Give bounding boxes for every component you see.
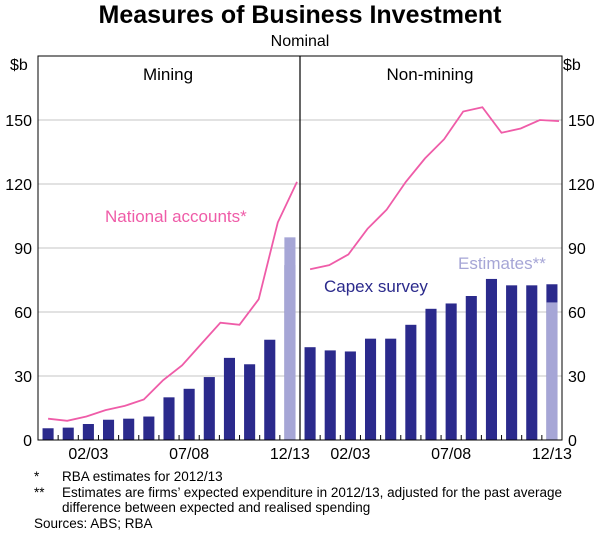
capex-bar: [244, 364, 256, 440]
y-tick-label-left: 90: [14, 241, 32, 258]
capex-bar: [264, 339, 276, 440]
chart-subtitle: Nominal: [271, 33, 330, 50]
estimates-label: Estimates**: [458, 254, 546, 273]
chart-title: Measures of Business Investment: [99, 1, 503, 29]
x-tick-label: 02/03: [68, 446, 108, 463]
capex-bar: [102, 419, 115, 440]
estimate-bar: [546, 302, 558, 440]
note-text: Estimates are firms’ expected expenditur…: [62, 484, 563, 516]
note-row-1: * RBA estimates for 2012/13: [34, 469, 594, 485]
chart-notes: * RBA estimates for 2012/13 ** Estimates…: [34, 469, 594, 531]
note-marker: **: [34, 484, 45, 500]
y-tick-label-left: 150: [5, 113, 32, 130]
capex-bar: [183, 388, 195, 440]
capex-bar: [485, 278, 498, 440]
capex-bar: [163, 397, 175, 440]
sources-line: Sources: ABS; RBA: [34, 515, 153, 531]
note-row-2: ** Estimates are firms’ expected expendi…: [34, 485, 594, 516]
note-marker: *: [34, 469, 40, 484]
national-accounts-label: National accounts*: [105, 207, 247, 226]
capex-bar: [364, 338, 377, 440]
note-text: RBA estimates for 2012/13: [62, 469, 223, 484]
capex-bar: [445, 303, 457, 440]
y-tick-label-right: 120: [568, 177, 595, 194]
national-accounts-line: [309, 106, 560, 271]
capex-bar: [123, 418, 135, 440]
right-unit-label: $b: [563, 57, 581, 74]
capex-bar: [223, 357, 236, 440]
capex-bar: [465, 296, 477, 440]
y-tick-label-right: 150: [568, 113, 595, 130]
capex-bar: [203, 377, 215, 440]
y-tick-label-right: 30: [568, 369, 586, 386]
capex-bar: [425, 308, 437, 440]
capex-bar: [304, 347, 316, 440]
y-tick-label-right: 60: [568, 305, 586, 322]
estimate-bar: [284, 237, 296, 440]
capex-survey-label: Capex survey: [324, 277, 428, 296]
capex-bar: [405, 324, 417, 440]
left-unit-label: $b: [10, 57, 28, 74]
capex-bar: [143, 416, 155, 440]
capex-bar: [385, 338, 397, 440]
y-tick-label-right: 0: [568, 433, 577, 450]
capex-bar: [82, 424, 94, 440]
panel-label-non-mining: Non-mining: [387, 65, 474, 84]
x-tick-label: 07/08: [431, 446, 471, 463]
y-tick-label-left: 120: [5, 177, 32, 194]
national-accounts-line: [48, 181, 298, 422]
plot-area: 0 0 30 30 60 60 90 90 120 120 150 150 02/03 07/08 12/1…: [5, 55, 595, 463]
capex-bar: [42, 428, 54, 440]
capex-bar: [506, 285, 518, 440]
x-tick-label: 02/03: [330, 446, 370, 463]
capex-bar: [344, 351, 356, 440]
y-tick-label-right: 90: [568, 241, 586, 258]
capex-bar: [62, 427, 74, 440]
y-tick-label-left: 30: [14, 369, 32, 386]
y-tick-label-left: 0: [23, 433, 32, 450]
capex-bar: [324, 350, 336, 440]
panel-label-mining: Mining: [143, 65, 193, 84]
capex-bar: [526, 285, 538, 440]
y-tick-label-left: 60: [14, 305, 32, 322]
x-tick-label: 12/13: [532, 446, 572, 463]
x-tick-label: 07/08: [169, 446, 209, 463]
x-tick-label: 12/13: [270, 446, 310, 463]
